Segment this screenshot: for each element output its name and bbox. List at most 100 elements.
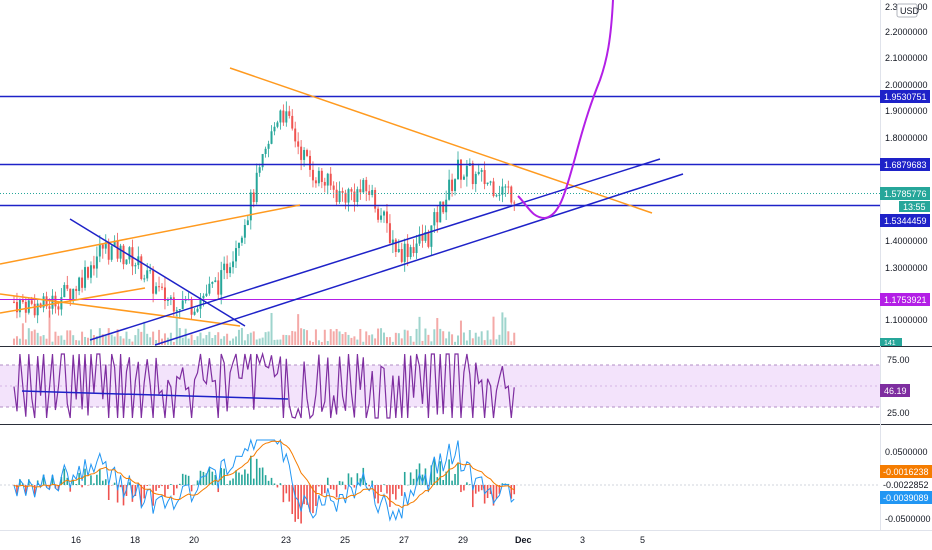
candle-body (261, 153, 264, 168)
price-tag-bg (880, 214, 930, 227)
descending-orange-trendline[interactable] (229, 67, 653, 214)
volume-bar (81, 331, 84, 345)
macd-histogram-bar (267, 480, 270, 485)
blue-descending-trendline[interactable] (69, 218, 246, 327)
macd-histogram-bar (439, 461, 442, 485)
macd-histogram-bar (400, 485, 403, 496)
candle-body (442, 201, 445, 213)
candle-body (489, 181, 492, 183)
macd-histogram-bar (25, 485, 27, 494)
macd-histogram-bar (193, 484, 196, 486)
macd-histogram-bar (184, 474, 187, 485)
blue-upper-channel[interactable] (89, 158, 661, 341)
candle-body (48, 306, 51, 309)
time-tick: 29 (458, 535, 468, 545)
volume-bar (208, 331, 211, 345)
volume-bar (306, 330, 309, 345)
candle-body (317, 170, 320, 184)
candle-body (42, 296, 45, 308)
volume-bar (205, 335, 208, 345)
macd-histogram-bar (273, 483, 276, 485)
volume-bar (229, 340, 232, 345)
volume-bar (309, 340, 311, 345)
macd-histogram-bar (492, 485, 495, 506)
macd-tag-label: -0.0016238 (883, 467, 929, 477)
candle-body (178, 309, 181, 311)
volume-bar (54, 331, 57, 345)
volume-bar (406, 330, 409, 345)
macd-histogram-bar (324, 485, 326, 494)
volume-bar (279, 339, 282, 345)
candle-body (211, 282, 214, 284)
blue-lower-channel[interactable] (154, 173, 684, 346)
price-tick: 2.1000000 (885, 53, 928, 63)
macd-histogram-bar (69, 485, 72, 492)
volume-bar (374, 338, 377, 345)
macd-histogram-bar (96, 474, 98, 485)
price-tick: 1.4000000 (885, 236, 928, 246)
candle-body (24, 301, 27, 313)
candle-body (341, 191, 344, 193)
volume-bar (264, 332, 267, 345)
volume-bar (92, 335, 95, 345)
volume-bar (504, 317, 507, 345)
macd-histogram-bar (161, 485, 163, 487)
volume-bar (110, 334, 113, 345)
rsi-axis: 75.00 25.00 46.19 (880, 355, 910, 418)
candle-body (415, 243, 418, 254)
macd-histogram-bar (356, 473, 359, 485)
macd-histogram-bar (430, 465, 433, 485)
currency-badge-label: USD (900, 6, 920, 16)
macd-histogram-bar (176, 485, 178, 489)
volume-bar (13, 338, 15, 345)
ascending-orange-trendline[interactable] (0, 204, 301, 265)
volume-bar (498, 334, 501, 345)
volume-bar (294, 331, 297, 345)
candle-body (471, 163, 474, 185)
volume-bar (285, 334, 288, 345)
candle-body (134, 265, 137, 267)
candle-body (371, 189, 374, 195)
lower-orange-trendline[interactable] (0, 287, 146, 314)
macd-histogram-bar (173, 485, 175, 496)
candle-body (400, 249, 403, 262)
candle-body (196, 308, 199, 312)
candle-body (433, 212, 436, 226)
projection-curve[interactable] (517, 0, 614, 220)
macd-histogram-bar (51, 475, 54, 485)
volume-bar (235, 336, 237, 345)
price-tag-bg (880, 187, 930, 200)
macd-histogram-bar (362, 467, 365, 485)
macd-histogram-bar (178, 483, 181, 485)
macd-histogram-bar (312, 485, 314, 514)
rsi-value-tag-bg (880, 384, 910, 397)
macd-histogram-bar (16, 485, 18, 495)
rsi-tick: 75.00 (887, 355, 910, 365)
macd-histogram-bar (282, 485, 285, 503)
candle-body (388, 223, 391, 244)
candle-body (486, 182, 489, 185)
macd-histogram-bar (412, 478, 415, 485)
candle-body (374, 189, 377, 209)
macd-histogram-bar (252, 478, 255, 485)
macd-histogram-bar (389, 485, 391, 507)
rsi-tick: 25.00 (887, 408, 910, 418)
volume-bar (344, 332, 347, 345)
macd-histogram-bar (170, 484, 172, 485)
macd-histogram-bar (102, 480, 104, 485)
macd-histogram-bar (158, 485, 160, 488)
currency-badge[interactable] (896, 3, 918, 18)
candle-body (492, 181, 495, 197)
macd-histogram-bar (347, 473, 350, 485)
candle-body (229, 267, 232, 274)
macd-histogram-bar (33, 485, 36, 495)
volume-bar (474, 332, 477, 345)
candle-body (285, 111, 288, 123)
macd-histogram-bar (365, 482, 368, 485)
macd-histogram-bar (63, 468, 66, 485)
rsi-trendline[interactable] (21, 390, 289, 400)
volume-bar (368, 335, 371, 345)
falling-orange-trendline[interactable] (0, 293, 241, 327)
time-tick: 5 (640, 535, 645, 545)
